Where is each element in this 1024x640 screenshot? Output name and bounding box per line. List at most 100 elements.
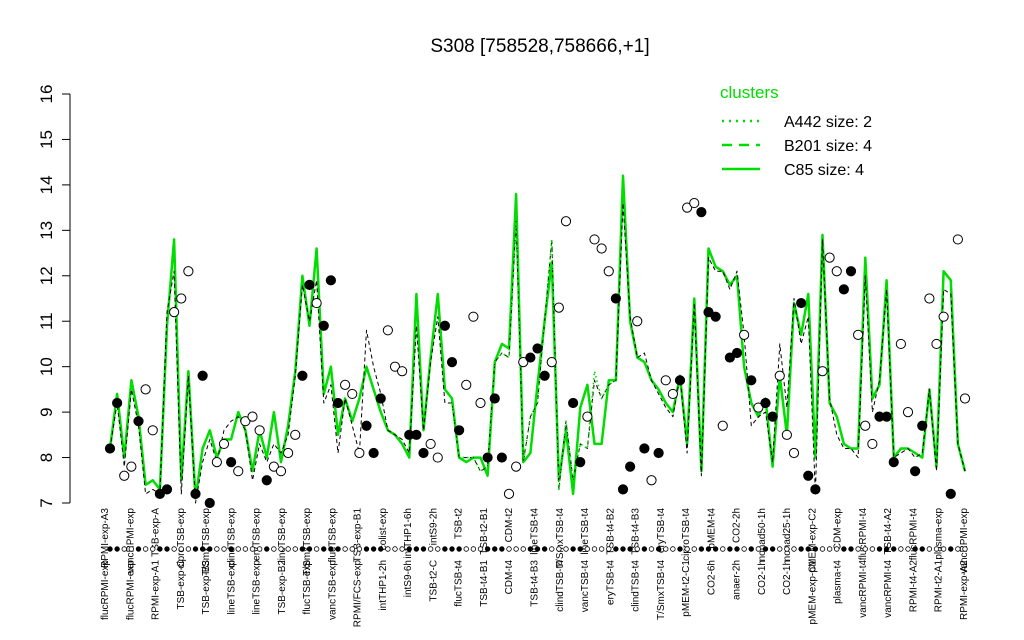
data-point: [632, 316, 643, 327]
data-point: [361, 420, 372, 431]
data-point: [325, 275, 336, 286]
x-category-label: flucRPMI-t4: [909, 508, 920, 561]
rug-marker: [962, 546, 968, 552]
x-category-label: clindTSB-exp: [226, 508, 237, 568]
rug-marker: [435, 546, 441, 552]
data-point: [318, 320, 329, 331]
y-tick-label: 16: [37, 85, 56, 104]
rug-marker: [121, 546, 127, 552]
data-point: [489, 393, 500, 404]
rug-marker: [663, 546, 669, 552]
x-category-label: intS9-2h: [428, 508, 439, 545]
rug-marker: [292, 546, 298, 552]
rug-marker: [549, 546, 555, 552]
rug-marker: [456, 546, 462, 552]
data-point: [126, 461, 137, 472]
data-point: [176, 293, 187, 304]
rug-marker: [869, 546, 876, 552]
x-category-label: CDM-t2: [504, 508, 515, 543]
data-point: [496, 452, 507, 463]
rug-marker: [463, 546, 469, 552]
rug-marker: [634, 546, 640, 552]
data-point: [468, 311, 479, 322]
data-point: [938, 311, 949, 322]
x-category-label: T/SmxTSB-t4: [555, 508, 566, 568]
data-point: [853, 329, 864, 340]
series-layer: [108, 174, 967, 504]
data-point: [568, 397, 579, 409]
data-point: [389, 361, 401, 372]
rug-marker: [948, 546, 954, 552]
rug-marker: [584, 546, 591, 552]
data-point: [803, 470, 814, 481]
x-category-label: CO2-1h: [782, 560, 793, 595]
data-point: [767, 411, 778, 422]
rug-marker: [520, 546, 526, 552]
x-category-label: TSB-t2: [454, 508, 465, 540]
data-point: [739, 329, 750, 340]
legend: clusters A442 size: 2 B201 size: 4 C85 s…: [720, 83, 872, 179]
data-point: [881, 411, 892, 422]
data-point: [254, 425, 265, 436]
data-point: [525, 352, 536, 363]
x-category-label: TSB-t4-B3: [631, 508, 642, 555]
x-category-label: TSB-t4-B3: [530, 560, 541, 607]
data-point: [297, 370, 308, 381]
y-tick-label: 8: [37, 453, 56, 462]
data-point: [824, 252, 835, 263]
rug-marker: [748, 546, 754, 552]
data-point: [774, 370, 785, 381]
x-category-label: flucRPMI-exp: [100, 560, 111, 620]
data-point: [603, 266, 614, 277]
rug-marker: [128, 546, 135, 552]
x-category-label: RPMI-exp-A1: [151, 560, 162, 620]
x-category-label: flucTSB-exp: [302, 560, 313, 615]
rug-marker: [534, 546, 541, 552]
x-category-label: ciproTSB-t4: [681, 508, 692, 561]
y-tick-label: 9: [37, 407, 56, 416]
points-layer: [104, 197, 971, 509]
rug-marker: [342, 546, 348, 552]
data-point: [482, 452, 493, 463]
rug-marker: [541, 546, 548, 552]
data-point: [959, 393, 971, 404]
rug-marker: [335, 546, 341, 552]
data-point: [838, 284, 849, 295]
x-category-label: TSB-t4-B1: [479, 560, 490, 607]
data-point: [240, 416, 251, 427]
data-point: [169, 307, 180, 318]
rug-marker: [378, 546, 384, 552]
rug-marker: [570, 546, 576, 552]
data-point: [717, 420, 728, 431]
rug-marker: [563, 546, 569, 552]
data-point: [860, 420, 871, 431]
data-point: [161, 484, 173, 495]
y-tick-label: 10: [37, 357, 56, 376]
data-point: [546, 357, 557, 368]
data-point: [140, 384, 151, 395]
x-category-label: vancRPMI-exp: [125, 508, 136, 574]
rug-marker: [499, 546, 505, 552]
rug-marker: [150, 546, 156, 552]
data-point: [924, 293, 935, 304]
rug-marker: [741, 546, 747, 552]
rug-marker: [157, 546, 163, 552]
data-point: [204, 497, 215, 509]
x-category-label: pMEM-t2-C1: [681, 560, 692, 617]
rug-marker: [777, 546, 783, 552]
rug-marker: [955, 546, 961, 552]
data-point: [589, 234, 600, 245]
rug-marker: [420, 546, 427, 552]
rug-marker: [876, 546, 883, 552]
data-point: [760, 397, 771, 409]
x-category-label: vancTSB-exp: [327, 560, 338, 620]
rug-marker: [349, 546, 355, 552]
x-category-label: eryTSB-t4: [605, 560, 616, 605]
data-point: [902, 407, 914, 418]
rug-marker: [691, 546, 697, 552]
rug-marker: [492, 546, 498, 552]
data-point: [397, 366, 408, 377]
y-tick-label: 12: [37, 266, 56, 285]
x-category-label: CDM-exp: [833, 508, 844, 551]
x-category-label: intS9-6h: [403, 560, 414, 597]
